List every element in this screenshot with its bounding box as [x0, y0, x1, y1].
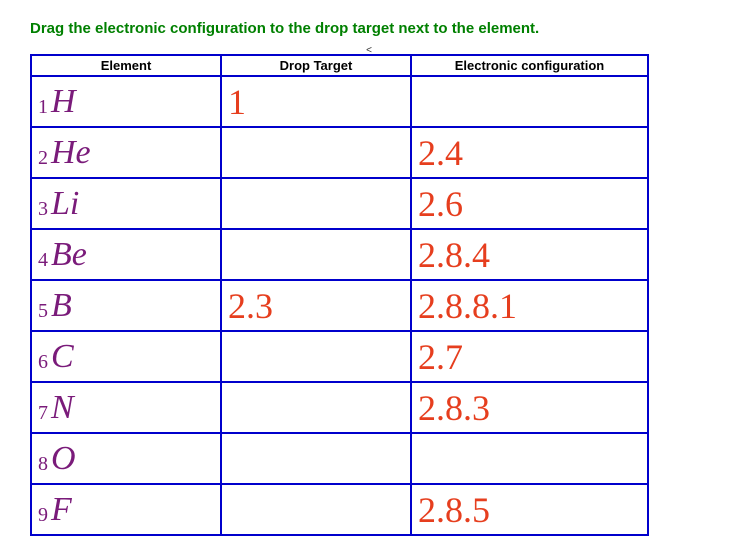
drop-target-cell[interactable] — [221, 382, 411, 433]
table-row: 5 B 2.3 2.8.8.1 — [31, 280, 648, 331]
electronic-config[interactable]: 2.8.3 — [418, 388, 490, 428]
table-row: 2 He 2.4 — [31, 127, 648, 178]
electronic-config[interactable]: 2.6 — [418, 184, 463, 224]
header-drop-target: Drop Target — [221, 55, 411, 76]
atomic-number: 8 — [38, 454, 48, 476]
table-row: 3 Li 2.6 — [31, 178, 648, 229]
config-cell: 2.8.4 — [411, 229, 648, 280]
atomic-number: 6 — [38, 352, 48, 374]
drop-target-cell[interactable]: 1 — [221, 76, 411, 127]
element-symbol: H — [51, 85, 76, 119]
element-symbol: B — [51, 289, 72, 323]
config-cell: 2.4 — [411, 127, 648, 178]
atomic-number: 5 — [38, 301, 48, 323]
element-symbol: N — [51, 391, 74, 425]
atomic-number: 2 — [38, 148, 48, 170]
drop-target-cell[interactable] — [221, 178, 411, 229]
element-symbol: Li — [51, 187, 79, 221]
element-symbol: F — [51, 493, 72, 527]
drop-target-cell[interactable]: 2.3 — [221, 280, 411, 331]
instruction-text: Drag the electronic configuration to the… — [30, 20, 708, 37]
table-row: 7 N 2.8.3 — [31, 382, 648, 433]
table-row: 9 F 2.8.5 — [31, 484, 648, 535]
atomic-number: 1 — [38, 97, 48, 119]
drop-target-cell[interactable] — [221, 433, 411, 484]
config-cell: 2.8.5 — [411, 484, 648, 535]
electronic-config[interactable]: 2.8.4 — [418, 235, 490, 275]
element-cell: 4 Be — [31, 229, 221, 280]
table-header-row: Element Drop Target Electronic configura… — [31, 55, 648, 76]
element-symbol: Be — [51, 238, 87, 272]
config-cell: 2.8.3 — [411, 382, 648, 433]
element-symbol: C — [51, 340, 74, 374]
element-cell: 1 H — [31, 76, 221, 127]
element-cell: 8 O — [31, 433, 221, 484]
header-element: Element — [31, 55, 221, 76]
drop-target-cell[interactable] — [221, 484, 411, 535]
electronic-config[interactable]: 2.7 — [418, 337, 463, 377]
electronic-config[interactable]: 2.8.5 — [418, 490, 490, 530]
element-cell: 2 He — [31, 127, 221, 178]
element-cell: 6 C — [31, 331, 221, 382]
atomic-number: 9 — [38, 505, 48, 527]
element-cell: 3 Li — [31, 178, 221, 229]
table-row: 8 O — [31, 433, 648, 484]
table-row: 6 C 2.7 — [31, 331, 648, 382]
element-cell: 9 F — [31, 484, 221, 535]
dropped-config[interactable]: 1 — [228, 82, 246, 122]
header-electronic-config: Electronic configuration — [411, 55, 648, 76]
atomic-number: 7 — [38, 403, 48, 425]
element-cell: 5 B — [31, 280, 221, 331]
element-symbol: O — [51, 442, 76, 476]
config-cell — [411, 76, 648, 127]
dropped-config[interactable]: 2.3 — [228, 286, 273, 326]
element-cell: 7 N — [31, 382, 221, 433]
elements-table: Element Drop Target Electronic configura… — [30, 54, 649, 536]
config-cell: 2.6 — [411, 178, 648, 229]
drop-target-cell[interactable] — [221, 127, 411, 178]
drop-target-cell[interactable] — [221, 331, 411, 382]
atomic-number: 4 — [38, 250, 48, 272]
atomic-number: 3 — [38, 199, 48, 221]
table-row: 4 Be 2.8.4 — [31, 229, 648, 280]
drop-target-cell[interactable] — [221, 229, 411, 280]
config-cell: 2.8.8.1 — [411, 280, 648, 331]
table-row: 1 H 1 — [31, 76, 648, 127]
electronic-config[interactable]: 2.8.8.1 — [418, 286, 517, 326]
config-cell — [411, 433, 648, 484]
element-symbol: He — [51, 136, 91, 170]
electronic-config[interactable]: 2.4 — [418, 133, 463, 173]
config-cell: 2.7 — [411, 331, 648, 382]
